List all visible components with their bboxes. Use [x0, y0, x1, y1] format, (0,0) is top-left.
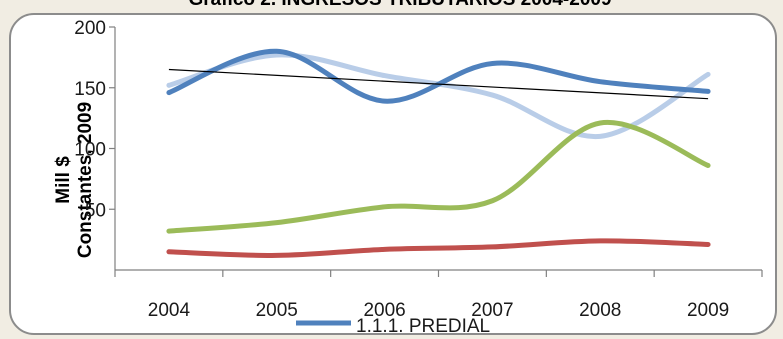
x-tick-label: 2006 [363, 300, 405, 321]
legend: 1.1.1. PREDIAL [296, 316, 490, 337]
x-tick-label: 2008 [579, 300, 621, 321]
y-tick-label: 50 [85, 200, 106, 221]
series-1 [166, 48, 711, 104]
chart-title: Gráfico 2. INGRESOS TRIBUTARIOS 2004-200… [188, 0, 611, 10]
y-axis-label-line-1: Mill $ [53, 156, 74, 204]
series-layer [166, 48, 711, 258]
series-4 [166, 238, 711, 258]
legend-entry: 1.1.1. PREDIAL [356, 316, 490, 337]
chart-area-border [9, 13, 777, 335]
x-tick-label: 2005 [256, 300, 298, 321]
y-tick-label: 100 [74, 140, 106, 161]
trendline [168, 68, 709, 100]
axes: 200 150 100 50 2004 2005 2006 2007 2008 2009 [74, 18, 763, 321]
y-tick-label: 150 [74, 79, 106, 100]
series-line [166, 119, 711, 234]
y-tick-label: 200 [74, 18, 106, 39]
series-2 [166, 52, 711, 139]
x-tick-label: 2004 [148, 300, 191, 321]
series-line [166, 48, 711, 104]
y-axis-label: Mill $Constantes, 2009 [53, 102, 96, 258]
series-line [166, 52, 711, 139]
series-line [166, 238, 711, 258]
series-3 [166, 119, 711, 234]
y-axis-label-line-2: Constantes, 2009 [75, 102, 96, 258]
x-tick-label: 2009 [687, 300, 729, 321]
x-tick-label: 2007 [471, 300, 513, 321]
